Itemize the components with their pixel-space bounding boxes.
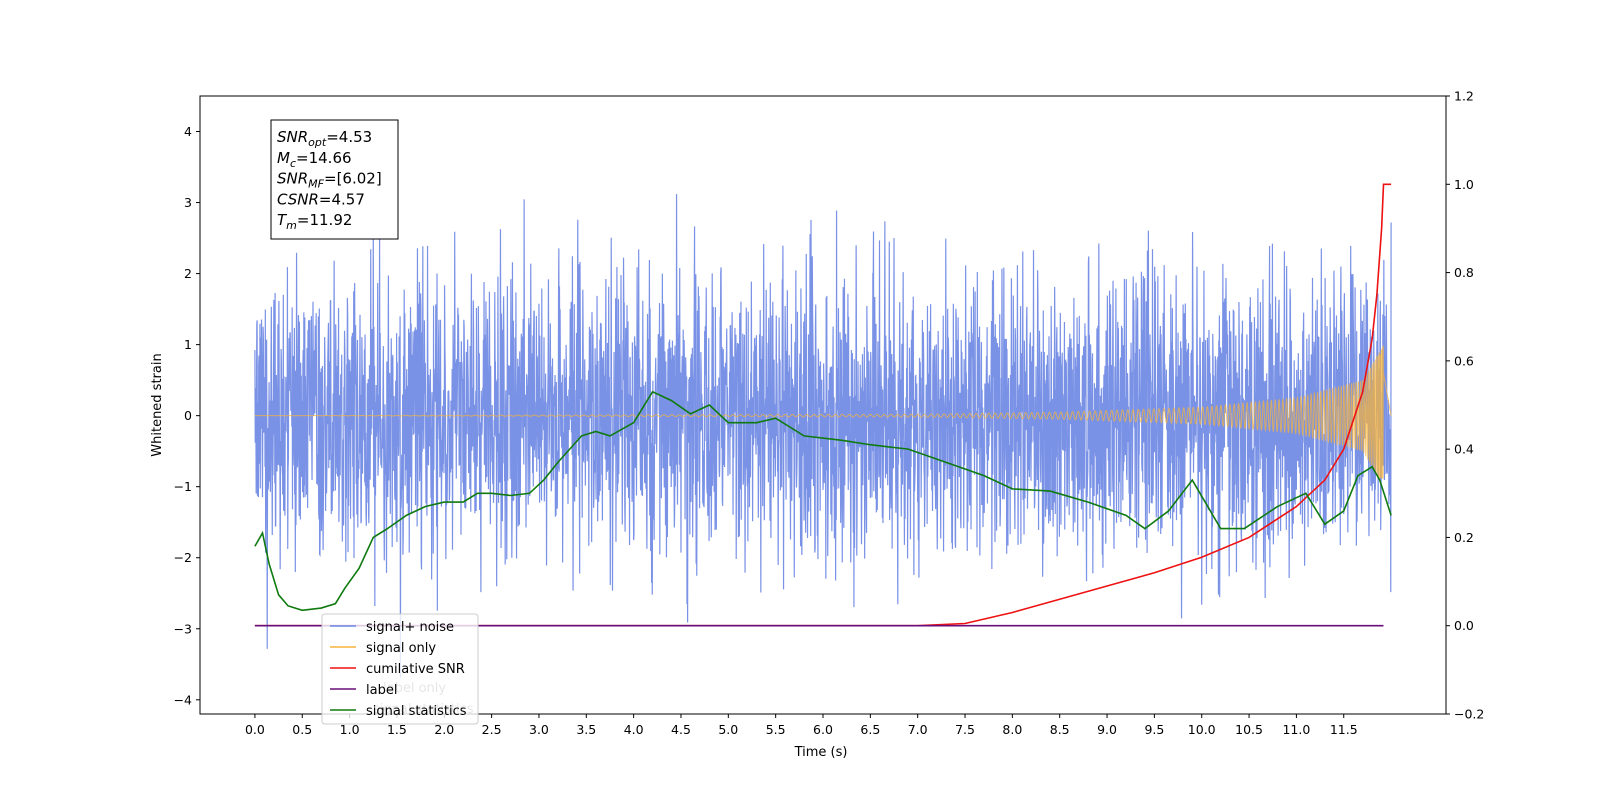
x-tick-label: 11.0 [1282, 722, 1310, 737]
stat-value: =4.57 [319, 190, 365, 208]
y-right-tick-label: 0.4 [1454, 442, 1474, 457]
x-tick-label: 10.5 [1235, 722, 1263, 737]
stat-value: =4.53 [326, 128, 372, 146]
x-tick-label: 5.5 [766, 722, 786, 737]
y-right-tick-label: 0.2 [1454, 530, 1474, 545]
stat-symbol: CSNR [277, 190, 319, 208]
x-tick-label: 1.0 [340, 722, 360, 737]
legend: label onlysignal statisticssignal+ noise… [321, 613, 479, 725]
stat-value: =14.66 [296, 149, 352, 167]
x-tick-label: 8.5 [1050, 722, 1070, 737]
x-tick-label: 4.5 [671, 722, 691, 737]
stat-subscript: MF [308, 178, 324, 191]
x-tick-label: 2.5 [482, 722, 502, 737]
legend-label: signal statistics [366, 704, 467, 719]
stat-subscript: m [286, 219, 297, 232]
stat-subscript: opt [308, 136, 327, 149]
x-tick-label: 3.0 [529, 722, 549, 737]
x-tick-label: 4.0 [624, 722, 644, 737]
y-left-tick-label: −3 [174, 621, 192, 636]
series-signal-plus-noise [254, 194, 1392, 679]
x-tick-label: 2.0 [434, 722, 454, 737]
x-axis-label: Time (s) [794, 745, 848, 760]
y-left-tick-label: 0 [184, 408, 192, 423]
stat-line: CSNR=4.57 [277, 190, 365, 208]
legend-label: signal only [366, 641, 436, 656]
stat-symbol: T [277, 211, 288, 229]
y-right-tick-label: −0.2 [1454, 707, 1484, 722]
y-left-tick-label: 1 [184, 337, 192, 352]
stat-line: Tm=11.92 [277, 211, 352, 232]
legend-label: cumilative SNR [366, 662, 465, 677]
x-tick-label: 0.0 [245, 722, 265, 737]
y-right-tick-label: 0.6 [1454, 353, 1474, 368]
y-right-tick-label: 0.8 [1454, 265, 1474, 280]
y-left-tick-label: 2 [184, 266, 192, 281]
x-tick-label: 10.0 [1188, 722, 1216, 737]
x-tick-label: 8.0 [1002, 722, 1022, 737]
stat-symbol: SNR [277, 128, 308, 146]
x-tick-label: 6.5 [860, 722, 880, 737]
y-right-tick-label: 1.0 [1454, 177, 1474, 192]
stat-value: =11.92 [297, 211, 353, 229]
y-left-tick-label: −2 [174, 550, 192, 565]
y-left-tick-label: 3 [184, 195, 192, 210]
stat-symbol: SNR [277, 170, 308, 188]
x-tick-label: 11.5 [1330, 722, 1358, 737]
series-cumilative-snr [254, 183, 1392, 627]
stat-value: =[6.02] [324, 170, 382, 188]
stat-line: Mc=14.66 [277, 149, 352, 170]
series-signal-statistics [254, 390, 1392, 612]
x-tick-label: 0.5 [292, 722, 312, 737]
x-tick-label: 7.5 [955, 722, 975, 737]
x-tick-label: 1.5 [387, 722, 407, 737]
series-signal-only [254, 345, 1392, 479]
x-tick-label: 9.0 [1097, 722, 1117, 737]
y-left-tick-label: −1 [174, 479, 192, 494]
y-axis-label: Whitened strain [150, 353, 165, 456]
y-left-tick-label: 4 [184, 124, 192, 139]
stat-line: SNRopt=4.53 [277, 128, 372, 149]
x-tick-label: 7.0 [908, 722, 928, 737]
y-right-tick-label: 1.2 [1454, 89, 1474, 104]
x-tick-label: 9.5 [1144, 722, 1164, 737]
stats-box-frame [270, 119, 399, 240]
x-tick-label: 5.0 [718, 722, 738, 737]
y-left-tick-label: −4 [174, 692, 192, 707]
legend-frame [321, 613, 479, 725]
legend-label: signal+ noise [366, 620, 454, 635]
x-tick-label: 3.5 [576, 722, 596, 737]
stat-symbol: M [277, 149, 290, 167]
x-tick-label: 6.0 [813, 722, 833, 737]
axes-ticks: 0.0 0.5 1.0 1.5 2.0 2.5 3.0 3.5 4.0 4.5 5.0 5.5 6.0 6… [174, 89, 1485, 738]
stat-line: SNRMF=[6.02] [277, 170, 382, 191]
legend-label: label [366, 683, 397, 698]
stats-annotation-box: SNRopt=4.53Mc=14.66SNRMF=[6.02]CSNR=4.57… [270, 119, 399, 240]
y-right-tick-label: 0.0 [1454, 618, 1474, 633]
stat-subscript: c [290, 157, 296, 170]
